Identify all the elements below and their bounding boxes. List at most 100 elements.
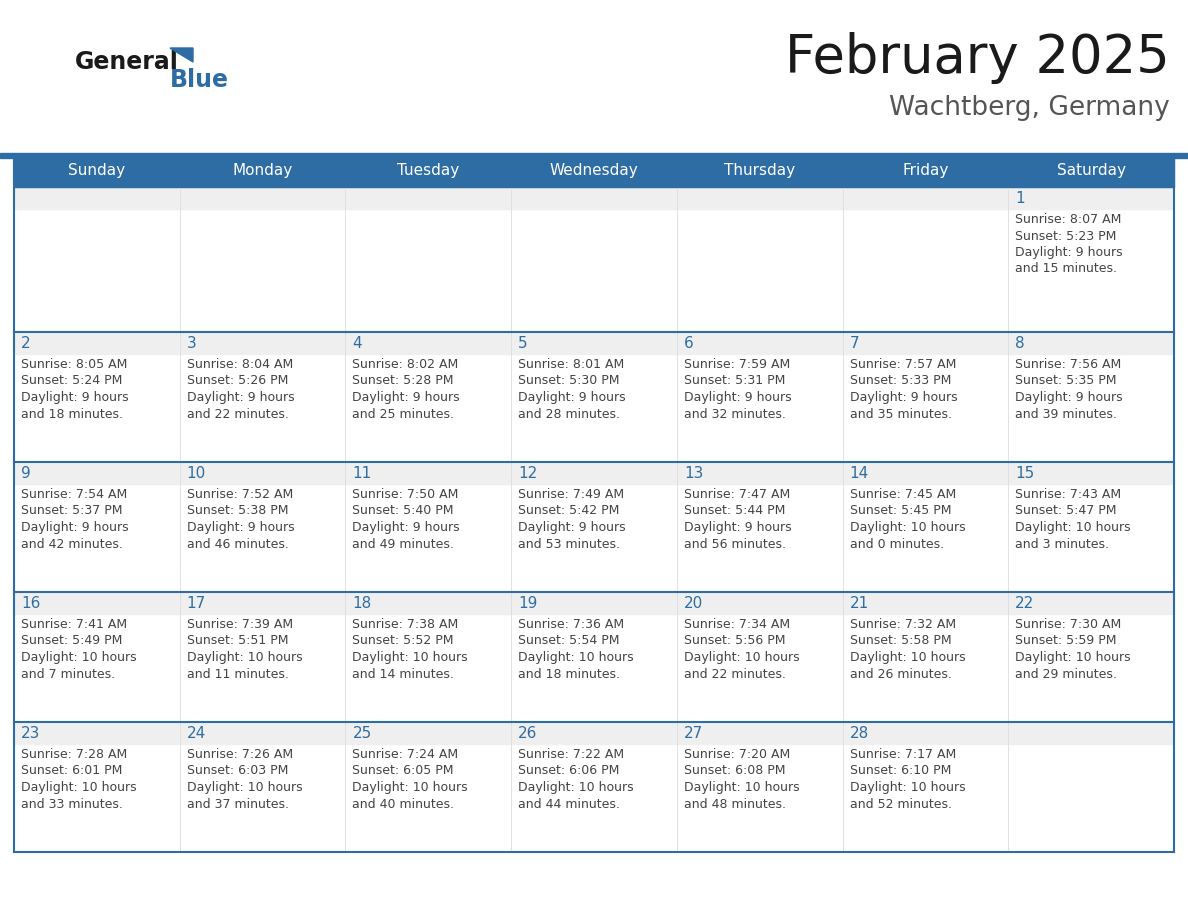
Text: Sunrise: 7:28 AM: Sunrise: 7:28 AM [21, 748, 127, 761]
Text: Sunset: 6:08 PM: Sunset: 6:08 PM [684, 765, 785, 778]
Text: Daylight: 9 hours: Daylight: 9 hours [849, 391, 958, 404]
Text: Tuesday: Tuesday [397, 163, 460, 178]
Text: 19: 19 [518, 596, 537, 611]
Text: Sunrise: 7:26 AM: Sunrise: 7:26 AM [187, 748, 292, 761]
Text: 11: 11 [353, 466, 372, 481]
Text: Sunset: 5:45 PM: Sunset: 5:45 PM [849, 505, 952, 518]
Text: Sunrise: 7:56 AM: Sunrise: 7:56 AM [1016, 358, 1121, 371]
Text: Sunset: 5:49 PM: Sunset: 5:49 PM [21, 634, 122, 647]
Text: Daylight: 10 hours: Daylight: 10 hours [353, 781, 468, 794]
Text: Thursday: Thursday [725, 163, 795, 178]
Text: Sunrise: 7:43 AM: Sunrise: 7:43 AM [1016, 488, 1121, 501]
Text: Sunset: 5:35 PM: Sunset: 5:35 PM [1016, 375, 1117, 387]
Text: 17: 17 [187, 596, 206, 611]
Text: 16: 16 [21, 596, 40, 611]
Text: Daylight: 9 hours: Daylight: 9 hours [353, 521, 460, 534]
Text: Daylight: 10 hours: Daylight: 10 hours [21, 651, 137, 664]
Text: Daylight: 10 hours: Daylight: 10 hours [518, 781, 633, 794]
Text: Sunrise: 7:36 AM: Sunrise: 7:36 AM [518, 618, 624, 631]
Text: and 7 minutes.: and 7 minutes. [21, 667, 115, 680]
Text: and 42 minutes.: and 42 minutes. [21, 538, 122, 551]
Text: 18: 18 [353, 596, 372, 611]
Text: Sunset: 5:42 PM: Sunset: 5:42 PM [518, 505, 619, 518]
Bar [14, 722, 1174, 852]
Text: Daylight: 9 hours: Daylight: 9 hours [187, 391, 295, 404]
Text: and 35 minutes.: and 35 minutes. [849, 408, 952, 420]
Text: Daylight: 10 hours: Daylight: 10 hours [21, 781, 137, 794]
Text: and 32 minutes.: and 32 minutes. [684, 408, 785, 420]
Text: Sunset: 5:30 PM: Sunset: 5:30 PM [518, 375, 620, 387]
Text: Daylight: 10 hours: Daylight: 10 hours [187, 781, 302, 794]
Text: Wachtberg, Germany: Wachtberg, Germany [890, 95, 1170, 121]
Text: Sunset: 5:37 PM: Sunset: 5:37 PM [21, 505, 122, 518]
Text: Sunrise: 7:49 AM: Sunrise: 7:49 AM [518, 488, 624, 501]
Text: and 53 minutes.: and 53 minutes. [518, 538, 620, 551]
Bar [14, 592, 1174, 722]
Text: Daylight: 9 hours: Daylight: 9 hours [684, 391, 791, 404]
Bar [14, 332, 1174, 354]
Text: Daylight: 9 hours: Daylight: 9 hours [21, 521, 128, 534]
Text: Daylight: 9 hours: Daylight: 9 hours [187, 521, 295, 534]
Text: and 33 minutes.: and 33 minutes. [21, 798, 122, 811]
Text: Sunrise: 7:34 AM: Sunrise: 7:34 AM [684, 618, 790, 631]
Text: Saturday: Saturday [1056, 163, 1126, 178]
Text: Sunset: 5:51 PM: Sunset: 5:51 PM [187, 634, 289, 647]
Text: 1: 1 [1016, 191, 1025, 206]
Text: Sunset: 5:58 PM: Sunset: 5:58 PM [849, 634, 952, 647]
Text: Sunrise: 7:20 AM: Sunrise: 7:20 AM [684, 748, 790, 761]
Text: Monday: Monday [233, 163, 292, 178]
Text: Daylight: 10 hours: Daylight: 10 hours [849, 521, 965, 534]
Text: and 26 minutes.: and 26 minutes. [849, 667, 952, 680]
Text: and 46 minutes.: and 46 minutes. [187, 538, 289, 551]
Bar [0, 153, 1188, 158]
Text: 27: 27 [684, 726, 703, 741]
Text: Daylight: 9 hours: Daylight: 9 hours [1016, 391, 1123, 404]
Text: and 14 minutes.: and 14 minutes. [353, 667, 454, 680]
Text: 13: 13 [684, 466, 703, 481]
Text: Daylight: 10 hours: Daylight: 10 hours [1016, 651, 1131, 664]
Text: Sunset: 5:44 PM: Sunset: 5:44 PM [684, 505, 785, 518]
Text: Sunrise: 7:24 AM: Sunrise: 7:24 AM [353, 748, 459, 761]
Text: Sunset: 6:01 PM: Sunset: 6:01 PM [21, 765, 122, 778]
Text: 24: 24 [187, 726, 206, 741]
Text: 3: 3 [187, 336, 196, 351]
Text: 26: 26 [518, 726, 537, 741]
Text: Sunday: Sunday [68, 163, 126, 178]
Text: and 22 minutes.: and 22 minutes. [684, 667, 785, 680]
Text: and 3 minutes.: and 3 minutes. [1016, 538, 1110, 551]
Text: 7: 7 [849, 336, 859, 351]
Text: and 37 minutes.: and 37 minutes. [187, 798, 289, 811]
Text: Friday: Friday [902, 163, 948, 178]
Text: 2: 2 [21, 336, 31, 351]
Text: Sunrise: 7:47 AM: Sunrise: 7:47 AM [684, 488, 790, 501]
Text: and 0 minutes.: and 0 minutes. [849, 538, 943, 551]
Text: Sunset: 5:38 PM: Sunset: 5:38 PM [187, 505, 289, 518]
Text: and 28 minutes.: and 28 minutes. [518, 408, 620, 420]
Text: and 11 minutes.: and 11 minutes. [187, 667, 289, 680]
Text: Daylight: 10 hours: Daylight: 10 hours [684, 781, 800, 794]
Text: 20: 20 [684, 596, 703, 611]
Text: Daylight: 9 hours: Daylight: 9 hours [518, 391, 626, 404]
Text: Sunset: 6:05 PM: Sunset: 6:05 PM [353, 765, 454, 778]
Text: Daylight: 10 hours: Daylight: 10 hours [187, 651, 302, 664]
Text: Daylight: 10 hours: Daylight: 10 hours [353, 651, 468, 664]
Text: Sunrise: 8:02 AM: Sunrise: 8:02 AM [353, 358, 459, 371]
Text: Sunset: 5:56 PM: Sunset: 5:56 PM [684, 634, 785, 647]
Text: 14: 14 [849, 466, 868, 481]
Bar [14, 187, 1174, 332]
Text: Sunrise: 8:04 AM: Sunrise: 8:04 AM [187, 358, 293, 371]
Bar [14, 187, 1174, 209]
Text: Wednesday: Wednesday [550, 163, 638, 178]
Text: 22: 22 [1016, 596, 1035, 611]
Text: Daylight: 9 hours: Daylight: 9 hours [21, 391, 128, 404]
Text: Sunset: 5:40 PM: Sunset: 5:40 PM [353, 505, 454, 518]
Text: and 56 minutes.: and 56 minutes. [684, 538, 785, 551]
Text: Daylight: 10 hours: Daylight: 10 hours [684, 651, 800, 664]
Text: and 18 minutes.: and 18 minutes. [21, 408, 124, 420]
Text: and 40 minutes.: and 40 minutes. [353, 798, 455, 811]
Text: Daylight: 10 hours: Daylight: 10 hours [849, 781, 965, 794]
Text: 12: 12 [518, 466, 537, 481]
Text: Sunset: 5:54 PM: Sunset: 5:54 PM [518, 634, 620, 647]
Text: Daylight: 10 hours: Daylight: 10 hours [518, 651, 633, 664]
Text: Sunrise: 8:05 AM: Sunrise: 8:05 AM [21, 358, 127, 371]
